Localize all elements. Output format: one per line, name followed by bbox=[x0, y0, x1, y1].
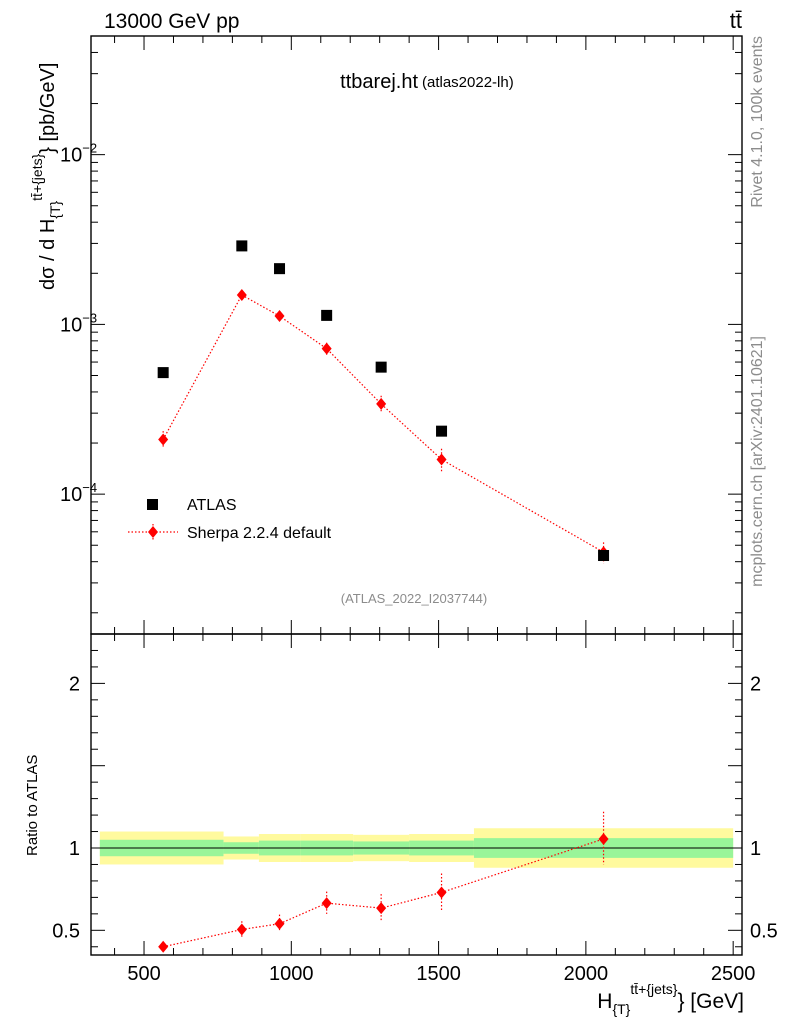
sherpa-point bbox=[436, 453, 447, 466]
process-label: tt̄ bbox=[730, 8, 742, 33]
ratio-data bbox=[158, 811, 609, 953]
atlas-point bbox=[436, 425, 448, 437]
xlabel: H{T}tt̄+{jets}} [GeV] bbox=[597, 981, 744, 1017]
main-plot-frame bbox=[90, 35, 743, 635]
atlas-point bbox=[274, 263, 286, 275]
sherpa-point bbox=[321, 342, 332, 355]
ratio-point bbox=[436, 886, 447, 899]
ratio-ytick-label: 2 bbox=[69, 673, 80, 695]
site-label: mcplots.cern.ch [arXiv:2401.10621] bbox=[749, 336, 766, 587]
legend-sherpa-label: Sherpa 2.2.4 default bbox=[187, 525, 332, 542]
ratio-ytick-label: 0.5 bbox=[52, 920, 80, 942]
ratio-point bbox=[598, 832, 609, 845]
legend-atlas-label: ATLAS bbox=[187, 497, 237, 514]
xtick-label: 500 bbox=[127, 963, 160, 985]
legend: ATLAS Sherpa 2.2.4 default bbox=[128, 497, 332, 542]
ratio-ticks bbox=[91, 620, 742, 955]
legend-atlas-marker bbox=[147, 499, 158, 510]
main-ylabel: dσ / d H{T}tt̄+{jets}} [pb/GeV] bbox=[29, 63, 63, 290]
sherpa-point bbox=[236, 288, 247, 301]
main-ytick-label: 10−2 bbox=[60, 141, 97, 167]
ratio-point bbox=[236, 923, 247, 936]
ratio-point bbox=[274, 917, 285, 930]
atlas-point bbox=[375, 361, 387, 373]
ratio-ytick-label: 1 bbox=[69, 838, 80, 860]
plot-title: ttbarej.ht bbox=[340, 71, 418, 93]
ratio-ytick-label-right: 2 bbox=[750, 673, 761, 695]
main-data bbox=[157, 240, 610, 564]
ratio-series bbox=[158, 811, 609, 953]
atlas-point bbox=[321, 309, 333, 321]
energy-label: 13000 GeV pp bbox=[104, 10, 239, 33]
ratio-ytick-labels: 0.5 0.5 1 1 2 2 bbox=[52, 673, 778, 942]
atlas-point bbox=[598, 550, 610, 562]
atlas-point bbox=[157, 367, 169, 379]
ratio-ylabel: Ratio to ATLAS bbox=[24, 755, 41, 856]
plot-subtitle: (atlas2022-lh) bbox=[422, 74, 514, 91]
ratio-ytick-label-right: 0.5 bbox=[750, 920, 778, 942]
ratio-point bbox=[158, 940, 169, 953]
sherpa-point bbox=[158, 433, 169, 446]
main-ytick-label: 10−3 bbox=[60, 310, 97, 336]
ratio-point bbox=[376, 902, 387, 915]
main-ylabel-text: dσ / d H{T}tt̄+{jets}} [pb/GeV] bbox=[29, 63, 63, 290]
atlas-point bbox=[236, 240, 248, 252]
ratio-ytick-label-right: 1 bbox=[750, 838, 761, 860]
main-ytick-labels: 10−2 10−3 10−4 bbox=[60, 141, 97, 506]
analysis-watermark: (ATLAS_2022_I2037744) bbox=[341, 591, 487, 606]
ratio-plot-frame bbox=[90, 633, 743, 956]
x-tick-labels: 500 1000 1500 2000 2500 bbox=[127, 963, 755, 985]
rivet-label: Rivet 4.1.0, 100k events bbox=[749, 36, 766, 208]
xtick-label: 1500 bbox=[416, 963, 461, 985]
main-plot: 10−2 10−3 10−4 ttbarej.ht (atlas2022-lh) (… bbox=[60, 35, 743, 635]
ratio-plot: 0.5 0.5 1 1 2 2 500 1000 1500 2000 2500 bbox=[52, 620, 778, 985]
ratio-point bbox=[321, 897, 332, 910]
xtick-label: 2000 bbox=[564, 963, 609, 985]
main-ytick-label: 10−4 bbox=[60, 480, 97, 506]
sherpa-point bbox=[376, 397, 387, 410]
xtick-label: 2500 bbox=[711, 963, 756, 985]
xtick-label: 1000 bbox=[269, 963, 314, 985]
main-ticks bbox=[91, 35, 742, 614]
legend-sherpa-marker bbox=[148, 526, 158, 538]
sherpa-point bbox=[274, 310, 285, 323]
